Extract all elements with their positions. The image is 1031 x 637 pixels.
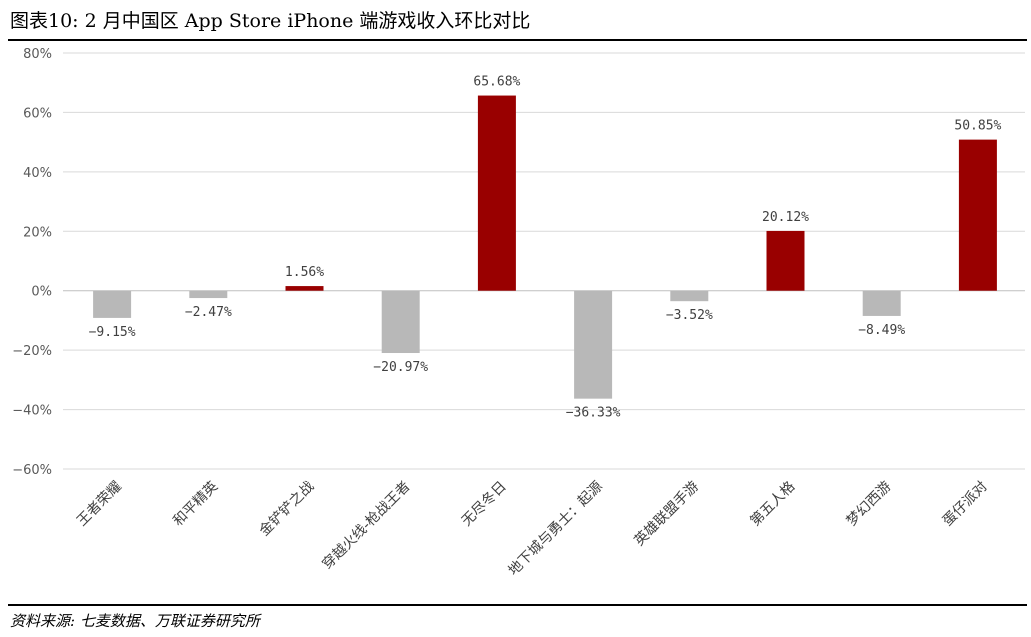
category-label: 金铲铲之战 [257, 479, 318, 540]
bar [477, 95, 516, 291]
bar [958, 139, 997, 291]
category-label: 地下城与勇士：起源 [506, 479, 606, 579]
data-label: −20.97% [373, 360, 428, 375]
y-tick-label: 60% [23, 106, 52, 121]
bar [285, 286, 324, 291]
data-label: −36.33% [566, 406, 621, 421]
y-tick-label: 80% [23, 47, 52, 62]
y-tick-label: 40% [23, 166, 52, 181]
y-tick-label: −40% [12, 404, 52, 419]
y-tick-label: 0% [31, 285, 52, 300]
footer-rule [8, 604, 1027, 606]
data-label: −2.47% [185, 305, 232, 320]
bars [93, 95, 997, 399]
data-label: −9.15% [89, 325, 136, 340]
y-tick-label: 20% [23, 225, 52, 240]
category-label: 蛋仔派对 [940, 479, 991, 530]
data-label: 65.68% [473, 75, 520, 90]
category-label: 梦幻西游 [844, 479, 895, 530]
bar [862, 290, 901, 316]
data-label: −8.49% [858, 323, 905, 338]
figure-title: 图表10: 2 月中国区 App Store iPhone 端游戏收入环比对比 [10, 10, 531, 32]
bar [189, 290, 228, 299]
gridlines [63, 52, 1025, 470]
category-label: 王者荣耀 [74, 479, 125, 530]
data-label: 1.56% [285, 265, 324, 280]
data-label: 20.12% [762, 210, 809, 225]
title-rule [8, 39, 1027, 41]
source-note: 资料来源: 七麦数据、万联证券研究所 [10, 612, 260, 630]
y-tick-label: −20% [12, 344, 52, 359]
category-label: 英雄联盟手游 [631, 478, 702, 549]
data-labels: −9.15% −2.47% 1.56% −20.97% 65.68% −36.33% −3.… [89, 75, 1002, 421]
data-label: −3.52% [666, 308, 713, 323]
category-label: 穿越火线-枪战王者 [319, 478, 414, 573]
category-label: 第五人格 [747, 478, 799, 530]
bar [574, 290, 613, 399]
bar-chart: 80% 60% 40% 20% 0% −20% −40% −60% −9.15% −2.47% 1… [12, 47, 1025, 579]
category-label: 无尽冬日 [459, 479, 510, 530]
bar [670, 290, 709, 302]
data-label: 50.85% [954, 119, 1001, 134]
bar [381, 290, 420, 354]
bar [766, 230, 805, 291]
category-label: 和平精英 [170, 478, 222, 530]
bar [93, 290, 132, 318]
y-tick-label: −60% [12, 463, 52, 478]
y-axis-ticks: 80% 60% 40% 20% 0% −20% −40% −60% [12, 47, 52, 478]
